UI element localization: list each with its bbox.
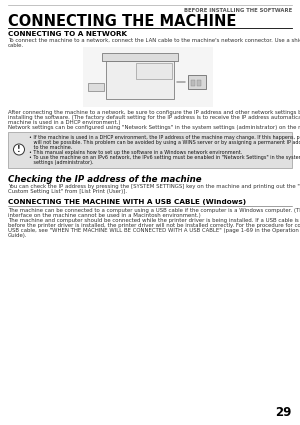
Text: settings (administrator).: settings (administrator). <box>29 160 94 165</box>
Text: before the printer driver is installed, the printer driver will not be installed: before the printer driver is installed, … <box>8 223 300 228</box>
Bar <box>136 63 172 79</box>
Text: USB cable, see "WHEN THE MACHINE WILL BE CONNECTED WITH A USB CABLE" (page 1-69 : USB cable, see "WHEN THE MACHINE WILL BE… <box>8 228 299 233</box>
Text: After connecting the machine to a network, be sure to configure the IP address a: After connecting the machine to a networ… <box>8 110 300 115</box>
Text: cable.: cable. <box>8 42 24 48</box>
FancyArrow shape <box>88 83 104 91</box>
Bar <box>197 80 201 86</box>
Text: CONNECTING THE MACHINE: CONNECTING THE MACHINE <box>8 14 236 29</box>
Text: Checking the IP address of the machine: Checking the IP address of the machine <box>8 175 202 184</box>
Text: The machine and computer should be connected while the printer driver is being i: The machine and computer should be conne… <box>8 218 300 223</box>
Text: 29: 29 <box>276 406 292 419</box>
Bar <box>8 131 292 167</box>
Bar <box>106 61 174 99</box>
Text: • To use the machine on an IPv6 network, the IPv6 setting must be enabled in "Ne: • To use the machine on an IPv6 network,… <box>29 155 300 160</box>
Text: to the machine.: to the machine. <box>29 145 72 150</box>
Bar <box>83 47 213 107</box>
Text: machine is used in a DHCP environment.): machine is used in a DHCP environment.) <box>8 120 121 125</box>
Text: interface on the machine cannot be used in a Macintosh environment.): interface on the machine cannot be used … <box>8 213 201 218</box>
Text: !: ! <box>17 145 21 154</box>
Text: will not be possible. This problem can be avoided by using a WINS server or by a: will not be possible. This problem can b… <box>29 140 300 145</box>
Text: Guide).: Guide). <box>8 233 28 238</box>
Text: • This manual explains how to set up the software in a Windows network environme: • This manual explains how to set up the… <box>29 150 242 155</box>
Text: The machine can be connected to a computer using a USB cable if the computer is : The machine can be connected to a comput… <box>8 208 300 213</box>
Circle shape <box>14 144 25 155</box>
Text: To connect the machine to a network, connect the LAN cable to the machine's netw: To connect the machine to a network, con… <box>8 37 300 42</box>
Text: installing the software. (The factory default setting for the IP address is to r: installing the software. (The factory de… <box>8 115 300 120</box>
Text: CONNECTING THE MACHINE WITH A USB CABLE (Windows): CONNECTING THE MACHINE WITH A USB CABLE … <box>8 198 246 204</box>
Text: Custom Setting List" from [List Print (User)].: Custom Setting List" from [List Print (U… <box>8 189 127 193</box>
Bar <box>191 80 195 86</box>
Text: • If the machine is used in a DHCP environment, the IP address of the machine ma: • If the machine is used in a DHCP envir… <box>29 135 300 140</box>
Bar <box>102 53 178 61</box>
Text: You can check the IP address by pressing the [SYSTEM SETTINGS] key on the machin: You can check the IP address by pressing… <box>8 184 300 189</box>
Text: Network settings can be configured using "Network Settings" in the system settin: Network settings can be configured using… <box>8 125 300 130</box>
Text: CONNECTING TO A NETWORK: CONNECTING TO A NETWORK <box>8 31 127 37</box>
Text: BEFORE INSTALLING THE SOFTWARE: BEFORE INSTALLING THE SOFTWARE <box>184 8 292 13</box>
Bar <box>188 75 206 89</box>
